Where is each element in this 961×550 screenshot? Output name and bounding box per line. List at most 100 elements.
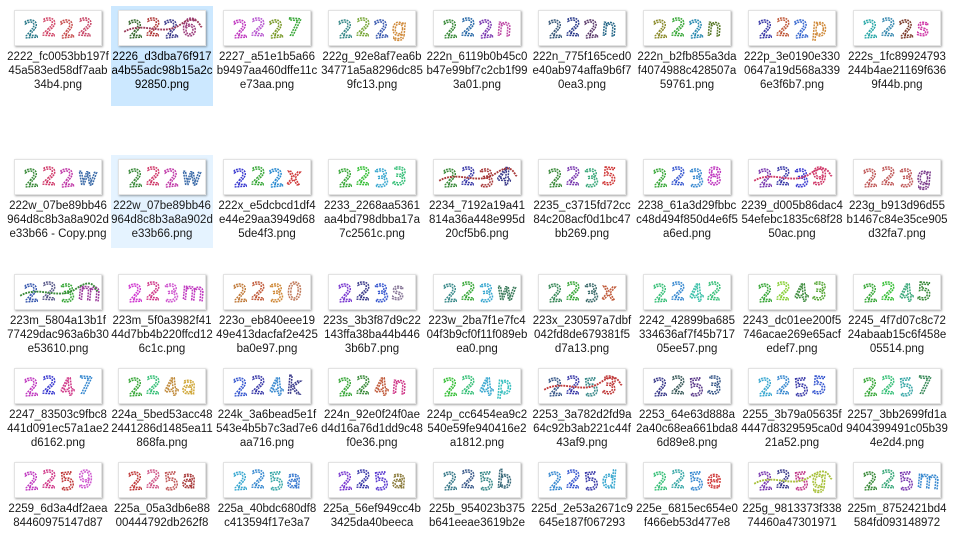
- captcha-char: 2: [706, 277, 723, 306]
- file-item[interactable]: 2 2 5 g 225g_9813373f33874460a47301971: [741, 458, 843, 550]
- file-name: 225a_56ef949cc4b3425da40beeca: [323, 503, 421, 529]
- file-item[interactable]: 2 2 2 n 222n_775f165ced0e40ab974affa9b6f70ea…: [531, 6, 633, 106]
- captcha-char: 2: [565, 162, 581, 191]
- captcha-char: 2: [41, 162, 57, 191]
- file-name: 2259_6d3a4df2aea84460975147d87: [8, 503, 108, 529]
- captcha-char: 2: [757, 467, 774, 496]
- file-name: 223s_3b3f87d9c22143ffa38ba44b4463b6b7.pn…: [323, 315, 421, 355]
- file-item[interactable]: 2 2 3 x 223x_230597a7dbf042fd8de679381f5d7a1…: [531, 270, 633, 362]
- captcha-char: 5: [163, 467, 181, 496]
- captcha-char: 2: [127, 467, 144, 496]
- file-item[interactable]: 2 2 5 a 225a_56ef949cc4b3425da40beeca: [321, 458, 423, 550]
- file-item[interactable]: 2 2 3 9 2239_d005b86dac454efebc1835c68f2850a…: [741, 155, 843, 255]
- file-item[interactable]: 2 2 2 7 2227_a51e1b5a66b9497aa460dffe11ce73a…: [216, 6, 318, 106]
- file-item[interactable]: 2 2 2 g 222g_92e8af7ea6b34771a5a8296dc859fc1…: [321, 6, 423, 106]
- captcha-char: 5: [793, 467, 811, 496]
- file-item[interactable]: 2 2 3 3 2233_2268aa5361aa4bd798dbba17a7c2561…: [321, 155, 423, 255]
- captcha-char: 6: [181, 13, 198, 42]
- file-item[interactable]: 2 2 2 p 222p_3e0190e3300647a19d568a3396e3f6b…: [741, 6, 843, 106]
- captcha-char: 3: [583, 279, 601, 308]
- file-item[interactable]: 2 2 4 k 224k_3a6bead5e1f543e4b5b7c3ad7e6aa71…: [216, 364, 318, 456]
- file-item[interactable]: 2 2 3 g 223g_b913d96d55b1467c84e35ce905d32fa…: [846, 155, 948, 255]
- file-item[interactable]: 2 2 5 m 225m_8752421bd4584fd093148972: [846, 458, 948, 550]
- file-item[interactable]: 2 2 3 4 2234_7192a19a41814a36a448e995d20cf5b…: [426, 155, 528, 255]
- captcha-char: 2: [670, 371, 686, 400]
- captcha-char: 2: [232, 467, 249, 496]
- captcha-char: 2: [898, 15, 916, 44]
- captcha-char: 5: [373, 467, 391, 496]
- file-item[interactable]: 2 2 5 9 2259_6d3a4df2aea84460975147d87: [7, 458, 109, 550]
- file-item[interactable]: 2 2 3 w 223w_2ba7f1e7fc404f3b9cf0f11f089ebea…: [426, 270, 528, 362]
- captcha-char: n: [496, 13, 513, 42]
- file-item[interactable]: 2 2 2 2 2222_fc0053bb197f45a583ed58df7aab34b…: [7, 6, 109, 106]
- file-item[interactable]: 2 2 3 8 2238_61a3d29fbbcc48d494f850d4e6f5a6e…: [636, 155, 738, 255]
- captcha-noise-line: [123, 18, 203, 33]
- captcha-char: 4: [898, 279, 916, 308]
- captcha-char: n: [601, 13, 618, 42]
- file-item[interactable]: 2 2 4 2 2242_42899ba685334636af7f45b71705ee5…: [636, 270, 738, 362]
- file-item[interactable]: 2 2 5 7 2257_3bb2699fd1a9404399491c05b394e2d…: [846, 364, 948, 456]
- file-item[interactable]: 2 2 3 0 223o_eb840eee1949e413dacfaf2e425ba0e…: [216, 270, 318, 362]
- captcha-char: 2: [880, 277, 896, 306]
- file-item[interactable]: 2 2 2 x 222x_e5dcbcd1df4e44e29aa3949d685de4f…: [216, 155, 318, 255]
- file-item[interactable]: 2 2 4 p 224p_cc6454ea9c2540e59fe940416e2a181…: [426, 364, 528, 456]
- file-name: 222g_92e8af7ea6b34771a5a8296dc859fc13.pn…: [321, 51, 423, 91]
- file-item[interactable]: 2 2 2 s 222s_1fc89924793244b4ae21169f6369f44…: [846, 6, 948, 106]
- file-item[interactable]: 2 2 5 a 225a_05a3db6e8800444792db262f8: [111, 458, 213, 550]
- captcha-char: 3: [688, 164, 706, 193]
- captcha-char: 2: [757, 15, 774, 44]
- captcha-char: 4: [268, 373, 286, 402]
- file-item[interactable]: 2 2 2 w 222w_07be89bb46964d8c8b3a8a902de33b6…: [7, 155, 109, 255]
- file-item[interactable]: 2 2 4 n 224n_92e0f24f0aed4d16a76d1dd9c48f0e3…: [321, 364, 423, 456]
- file-item[interactable]: 2 2 2 w 222w_07be89bb46964d8c8b3a8a902de33b6…: [111, 155, 213, 248]
- captcha-char: 4: [688, 279, 706, 308]
- file-item[interactable]: 2 2 5 e 225e_6815ec654e0f466eb53d477e8: [636, 458, 738, 550]
- file-item[interactable]: 2 2 3 m 223m_5804a13b1f77429dac963a6b30e5361…: [7, 270, 109, 362]
- file-item[interactable]: 2 2 4 a 224a_5bed53acc482441286d1485ea11868f…: [111, 364, 213, 456]
- file-item[interactable]: 2 2 5 d 225d_2e53a2671c9645e187f067293: [531, 458, 633, 550]
- file-item[interactable]: 2 2 4 5 2245_4f7d07c8c7224abaab15c6f458e0551…: [846, 270, 948, 362]
- captcha-char: m: [181, 277, 205, 307]
- captcha-char: 2: [232, 15, 249, 44]
- captcha-char: 2: [652, 15, 669, 44]
- file-item[interactable]: 2 2 5 3 2253_64e63d888a2a40c68ea661bda86d89e…: [636, 364, 738, 456]
- captcha-char: 2: [355, 371, 371, 400]
- file-name: 222w_07be89bb46964d8c8b3a8a902de33b66.pn…: [111, 200, 213, 240]
- file-item[interactable]: 2 2 5 a 225a_40bdc680df8c413594f17e3a7: [216, 458, 318, 550]
- file-item[interactable]: 2 2 2 n 222n_6119b0b45c0b47e99bf7c2cb1f993a0…: [426, 6, 528, 106]
- file-item[interactable]: 2 2 2 n 222n_b2fb855a3daf4074988c428507a5976…: [636, 6, 738, 106]
- file-item[interactable]: 2 2 4 3 2243_dc01ee200f5746acae269e65acfedef…: [741, 270, 843, 362]
- captcha-char: w: [77, 162, 99, 192]
- file-item[interactable]: 2 2 3 m 223m_5f0a3982f4144d7bb4b220ffcd126c1…: [111, 270, 213, 362]
- file-item[interactable]: 2 2 4 7 2247_83503c9fbc8441d091ec57a1ae2d616…: [7, 364, 109, 456]
- captcha-char: 2: [775, 162, 791, 191]
- file-item[interactable]: 2 2 5 3 2253_3a782d2fd9a64c92b3ab221c44f43af…: [531, 364, 633, 456]
- captcha-char: 2: [59, 15, 77, 44]
- captcha-char: 5: [268, 467, 286, 496]
- captcha-noise-line: [753, 167, 833, 182]
- file-item[interactable]: 2 2 3 s 223s_3b3f87d9c22143ffa38ba44b4463b6b…: [321, 270, 423, 362]
- captcha-char: 2: [688, 15, 706, 44]
- file-item[interactable]: 2 2 5 5 2255_3b79a05635f4447d8329595ca0d21a5…: [741, 364, 843, 456]
- file-item[interactable]: 2 2 3 5 2235_c3715fd72cc84c208acf0d1bc47bb26…: [531, 155, 633, 255]
- file-item[interactable]: 2 2 2 6 2226_d3dba76f917a4b55adc98b15a2c9285…: [111, 6, 213, 106]
- captcha-char: 2: [670, 13, 686, 42]
- file-item[interactable]: 2 2 5 b 225b_954023b375b641eeae3619b2e: [426, 458, 528, 550]
- captcha-char: n: [391, 371, 408, 400]
- captcha-char: g: [916, 162, 933, 191]
- captcha-char: n: [706, 13, 723, 42]
